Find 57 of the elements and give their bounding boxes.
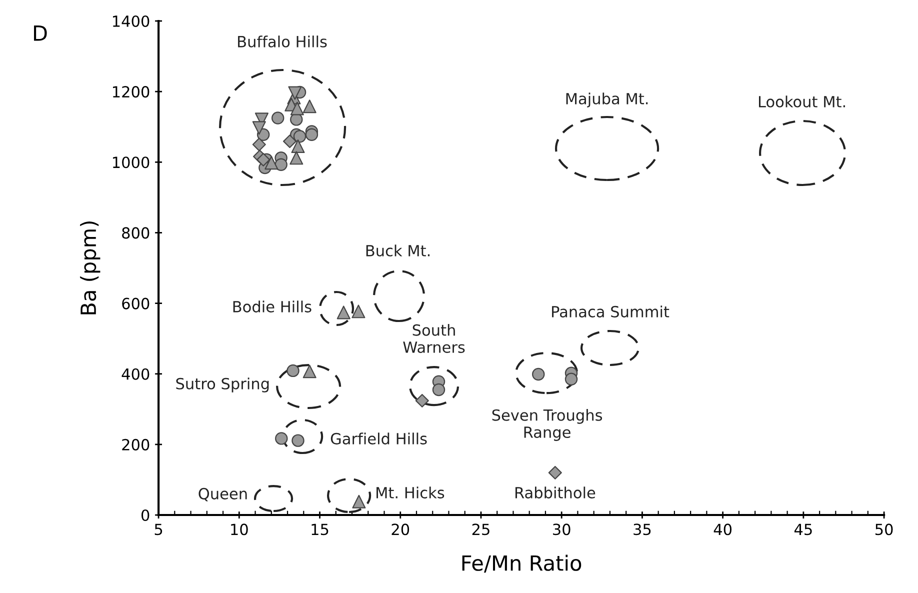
annotation: Bodie Hills: [233, 300, 312, 312]
point: [548, 466, 562, 480]
point: [290, 102, 304, 116]
annotation: Panaca Summit: [552, 306, 670, 318]
y-tick-label: 1200: [113, 86, 150, 98]
x-tick-label: 25: [472, 524, 490, 536]
point: [283, 134, 297, 148]
x-tick-label: 35: [634, 524, 651, 536]
x-tick-label: 15: [312, 524, 328, 536]
point: [256, 152, 270, 166]
point: [252, 138, 266, 152]
x-tick-label: 30: [553, 524, 570, 536]
y-tick-label: 400: [122, 368, 150, 380]
point: [564, 372, 578, 386]
point: [252, 121, 266, 135]
point: [532, 368, 545, 381]
y-tick-label: 200: [122, 438, 150, 450]
annotation: Buffalo Hills: [238, 36, 327, 48]
point: [352, 304, 366, 318]
x-tick-label: 20: [392, 524, 410, 536]
y-tick-label: 1000: [113, 156, 150, 168]
annotation: Sutro Spring: [176, 378, 269, 392]
point: [271, 112, 284, 124]
annotation: Buck Mt.: [366, 244, 430, 256]
x-tick-label: 10: [231, 524, 248, 536]
y-tick-label: 600: [122, 298, 150, 310]
annotation: Mt. Hicks: [376, 486, 444, 498]
annotation: Majuba Mt.: [566, 92, 648, 108]
x-tick-label: 50: [875, 524, 893, 536]
x-tick-label: 45: [794, 524, 812, 536]
point: [286, 364, 300, 378]
point: [302, 100, 316, 114]
point: [415, 394, 429, 408]
point: [290, 151, 304, 165]
point: [275, 432, 288, 445]
point: [352, 494, 366, 508]
annotation: South Warners: [403, 324, 465, 353]
annotation: Rabbithole: [515, 486, 596, 498]
x-tick-label: 5: [154, 524, 162, 536]
x-axis-title: Fe/Mn Ratio: [462, 554, 582, 573]
annotation: Queen: [198, 488, 247, 502]
annotation: Seven Troughs Range: [492, 409, 602, 441]
text: D: [34, 26, 47, 41]
point: [302, 364, 316, 378]
y-tick-label: 0: [141, 509, 150, 522]
point: [291, 140, 305, 154]
annotation: Garfield Hills: [330, 432, 427, 444]
point: [274, 158, 288, 171]
x-tick-label: 40: [714, 524, 732, 536]
point: [293, 130, 306, 143]
point: [264, 156, 278, 170]
annotation: Lookout Mt.: [758, 96, 845, 108]
y-axis-title: Ba (ppm): [80, 221, 100, 314]
y-tick-label: 800: [122, 227, 150, 239]
point: [305, 128, 318, 141]
y-tick-label: 1400: [113, 15, 150, 28]
point: [288, 86, 302, 100]
